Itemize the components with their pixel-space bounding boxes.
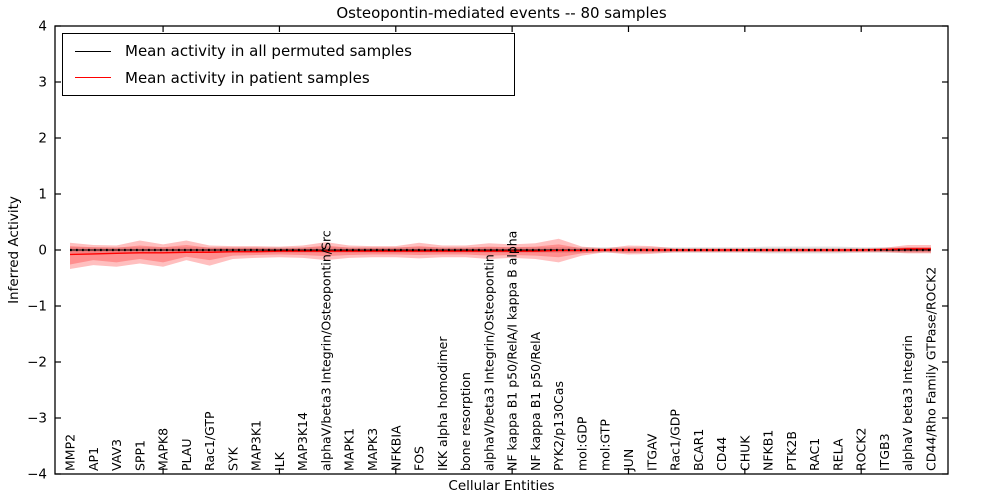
x-category-label: ITGB3	[877, 433, 892, 471]
x-category-label: PLAU	[179, 439, 194, 472]
x-category-label: VAV3	[109, 439, 124, 471]
x-axis-label: Cellular Entities	[448, 478, 555, 494]
x-category-label: NFKBIA	[388, 425, 403, 471]
legend-entry-permuted: Mean activity in all permuted samples	[63, 39, 514, 63]
legend-label-patient: Mean activity in patient samples	[125, 68, 370, 87]
x-category-label: BCAR1	[691, 429, 706, 471]
x-category-label: MAP3K14	[295, 412, 310, 471]
x-category-label: mol:GDP	[574, 416, 589, 471]
x-category-label: MAP3K1	[249, 420, 264, 471]
x-category-label: MAPK8	[156, 428, 171, 471]
y-tick-label: −4	[27, 467, 47, 483]
x-category-label: CD44/Rho Family GTPase/ROCK2	[924, 267, 939, 471]
x-category-label: JUN	[621, 449, 636, 472]
x-category-label: AP1	[86, 447, 101, 471]
x-category-label: ITGAV	[644, 433, 659, 471]
chart-title: Osteopontin-mediated events -- 80 sample…	[336, 4, 667, 22]
y-tick-label: 3	[38, 75, 47, 91]
y-axis-label: Inferred Activity	[6, 196, 22, 304]
x-category-label: alphaV/beta3 Integrin/Osteopontin	[481, 254, 496, 471]
x-category-label: SYK	[225, 446, 240, 471]
x-category-label: mol:GTP	[598, 419, 613, 471]
y-tick-label: 4	[38, 19, 47, 35]
legend-line-permuted-icon	[75, 50, 111, 52]
x-category-label: PYK2/p130Cas	[551, 381, 566, 471]
x-category-label: SPP1	[132, 440, 147, 471]
y-tick-label: −1	[27, 299, 47, 315]
x-category-label: NF kappa B1 p50/RelA/I kappa B alpha	[505, 231, 520, 471]
x-category-label: NF kappa B1 p50/RelA	[528, 331, 543, 471]
x-category-label: MAPK1	[342, 428, 357, 471]
y-tick-label: −2	[27, 355, 47, 371]
x-category-label: alphaV beta3 Integrin	[900, 335, 915, 471]
y-tick-label: 1	[38, 187, 47, 203]
band-patient-range-outer	[70, 238, 931, 270]
x-category-label: ROCK2	[854, 428, 869, 471]
patient-mean-line	[69, 248, 931, 256]
legend-line-patient-icon	[75, 77, 111, 79]
y-tick-label: 0	[38, 243, 47, 259]
legend-box: Mean activity in all permuted samples Me…	[62, 33, 515, 96]
legend-label-permuted: Mean activity in all permuted samples	[125, 42, 412, 61]
x-category-label: FOS	[412, 446, 427, 471]
x-category-label: alphaV/beta3 Integrin/Osteopontin/Src	[318, 230, 333, 471]
x-category-label: IKK alpha homodimer	[435, 336, 450, 471]
x-category-label: RAC1	[807, 438, 822, 471]
x-category-label: ILK	[272, 451, 287, 471]
x-category-label: CHUK	[737, 435, 752, 471]
legend-entry-patient: Mean activity in patient samples	[63, 66, 514, 90]
x-category-label: Rac1/GTP	[202, 411, 217, 471]
x-category-label: bone resorption	[458, 372, 473, 471]
x-category-label: Rac1/GDP	[668, 409, 683, 471]
x-category-label: RELA	[830, 438, 845, 471]
x-category-label: MAPK3	[365, 428, 380, 471]
x-category-label: CD44	[714, 437, 729, 471]
y-tick-label: −3	[27, 411, 47, 427]
y-tick-label: 2	[38, 131, 47, 147]
x-category-label: NFKB1	[761, 430, 776, 471]
x-category-label: MMP2	[63, 434, 78, 471]
x-category-label: PTK2B	[784, 431, 799, 471]
